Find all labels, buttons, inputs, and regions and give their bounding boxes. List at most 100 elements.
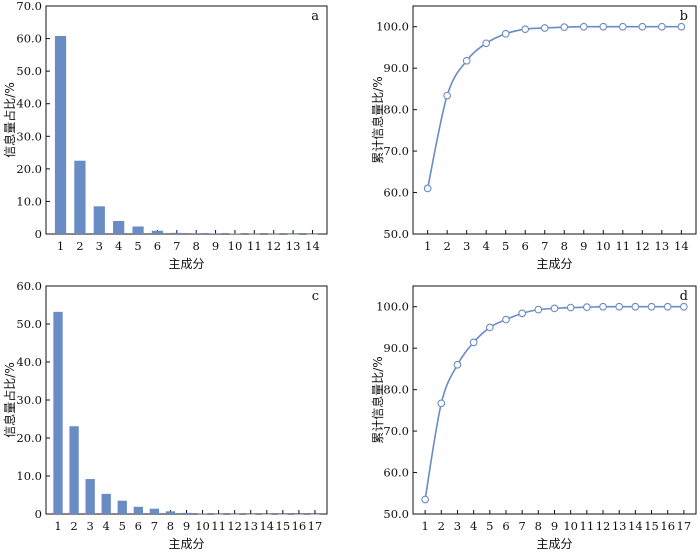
- point-5: [501, 29, 510, 38]
- x-tick-label: 9: [183, 519, 190, 533]
- x-tick-label: 5: [502, 239, 509, 253]
- x-tick-label: 4: [115, 239, 122, 253]
- y-tick-label: 50.0: [16, 64, 42, 78]
- x-tick-label: 2: [70, 519, 77, 533]
- x-tick-label: 6: [502, 519, 509, 533]
- x-tick-label: 17: [308, 519, 323, 533]
- x-tick-label: 9: [580, 239, 587, 253]
- x-tick-label: 1: [424, 239, 431, 253]
- bar-12: [268, 233, 280, 235]
- x-tick-label: 12: [266, 239, 281, 253]
- x-tick-label: 11: [580, 519, 595, 533]
- point-12: [599, 302, 607, 311]
- bar-4: [113, 220, 125, 234]
- y-tick-label: 30.0: [16, 129, 42, 143]
- plot-frame: [412, 285, 697, 515]
- bar-5: [117, 500, 127, 514]
- x-tick-label: 12: [227, 519, 242, 533]
- x-tick-label: 14: [305, 239, 320, 253]
- x-tick-label: 3: [463, 239, 470, 253]
- x-tick-label: 3: [86, 519, 93, 533]
- bar-5: [132, 226, 144, 234]
- bar-10: [197, 513, 208, 515]
- bar-14: [262, 513, 272, 515]
- y-axis-label: 信息量占比/%: [2, 362, 17, 437]
- bar-12: [230, 513, 240, 515]
- point-12: [638, 22, 647, 31]
- point-13: [615, 302, 624, 311]
- x-tick-label: 8: [535, 519, 542, 533]
- bar-17: [310, 513, 320, 515]
- bar-2: [69, 426, 79, 514]
- point-9: [579, 22, 588, 31]
- chart-panel-c: 010.020.030.040.050.060.01 2 3 4 5 6 7 8 9 10 11 12…: [2, 279, 328, 551]
- bar-14: [306, 233, 319, 235]
- y-tick-label: 70.0: [16, 0, 42, 13]
- series-line: [424, 305, 684, 500]
- x-tick-label: 7: [518, 519, 525, 533]
- point-4: [469, 338, 478, 347]
- y-tick-label: 100.0: [376, 20, 409, 34]
- x-tick-label: 4: [483, 239, 490, 253]
- x-tick-label: 12: [635, 239, 650, 253]
- point-1: [421, 495, 429, 504]
- y-tick-label: 10.0: [16, 194, 42, 208]
- x-tick-label: 10: [596, 239, 611, 253]
- y-tick-label: 40.0: [16, 97, 42, 111]
- bar-1: [54, 35, 67, 234]
- bar-15: [278, 513, 288, 515]
- x-tick-label: 16: [292, 519, 307, 533]
- y-tick-label: 60.0: [16, 32, 42, 46]
- y-tick-label: 60.0: [16, 279, 42, 293]
- x-axis-label: 主成分: [536, 537, 572, 551]
- x-tick-label: 7: [173, 239, 180, 253]
- point-13: [657, 22, 666, 31]
- x-tick-label: 6: [154, 239, 161, 253]
- bar-11: [248, 233, 260, 235]
- panel-label: b: [680, 9, 688, 24]
- point-8: [560, 23, 569, 31]
- x-axis-label: 主成分: [168, 537, 204, 551]
- y-tick-label: 50.0: [383, 507, 409, 521]
- x-tick-label: 13: [612, 519, 627, 533]
- bar-4: [101, 493, 111, 514]
- x-tick-label: 6: [522, 239, 529, 253]
- panel-label: a: [311, 9, 319, 24]
- y-axis-label: 累计信息量比/%: [370, 76, 385, 163]
- x-axis-label: 主成分: [168, 257, 204, 271]
- bar-2: [74, 160, 86, 234]
- x-tick-label: 7: [541, 239, 548, 253]
- bar-8: [165, 511, 176, 514]
- panel-label: c: [312, 289, 319, 304]
- x-tick-label: 3: [96, 239, 103, 253]
- series-line: [426, 25, 682, 189]
- x-tick-label: 12: [596, 519, 611, 533]
- point-11: [618, 22, 627, 31]
- plot-frame: [45, 5, 328, 235]
- bar-6: [151, 230, 164, 234]
- point-7: [540, 24, 549, 32]
- y-tick-label: 80.0: [383, 383, 409, 397]
- y-tick-label: 70.0: [383, 424, 409, 438]
- y-tick-label: 50.0: [383, 227, 409, 241]
- y-tick-label: 0: [35, 227, 42, 241]
- x-tick-label: 16: [660, 519, 675, 533]
- y-tick-label: 20.0: [16, 162, 42, 176]
- x-tick-label: 8: [193, 239, 200, 253]
- y-tick-label: 0: [35, 507, 42, 521]
- x-tick-label: 1: [57, 239, 64, 253]
- x-tick-label: 2: [76, 239, 83, 253]
- x-tick-label: 5: [486, 519, 493, 533]
- y-tick-label: 40.0: [16, 355, 42, 369]
- point-2: [443, 91, 452, 100]
- point-1: [423, 184, 432, 193]
- bar-6: [133, 506, 143, 514]
- point-6: [521, 25, 530, 34]
- point-8: [534, 305, 543, 314]
- bar-3: [85, 479, 95, 514]
- bar-7: [171, 232, 183, 234]
- x-tick-label: 10: [228, 239, 243, 253]
- x-tick-label: 15: [644, 519, 659, 533]
